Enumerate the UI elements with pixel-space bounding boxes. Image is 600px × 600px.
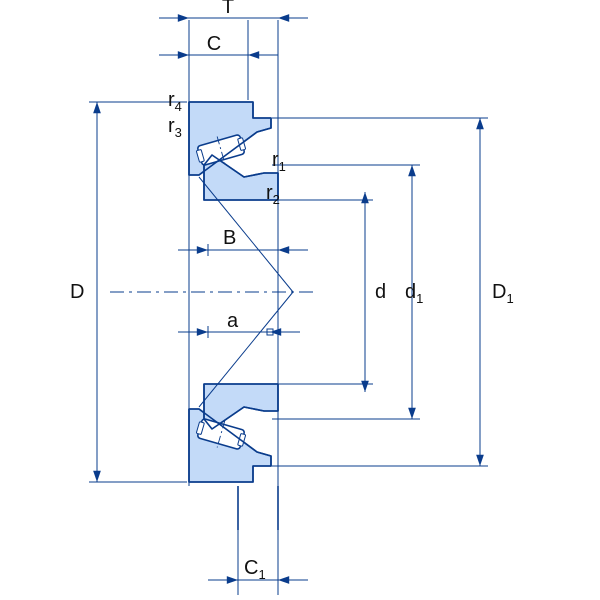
label-D: D: [70, 281, 84, 303]
label-C: C: [207, 33, 221, 55]
label-d: d: [375, 281, 386, 303]
label-r4: r4: [168, 89, 182, 114]
label-B: B: [223, 227, 236, 249]
label-D1: D1: [492, 281, 514, 306]
label-C1: C1: [244, 557, 266, 582]
bearing-cross-section-diagram: Ddd1D1TCBaC1r1r2r3r4: [0, 0, 600, 600]
label-d1: d1: [405, 281, 423, 306]
label-r1: r1: [272, 149, 286, 174]
label-a: a: [227, 310, 239, 332]
label-T: T: [222, 0, 234, 18]
label-r3: r3: [168, 115, 182, 140]
